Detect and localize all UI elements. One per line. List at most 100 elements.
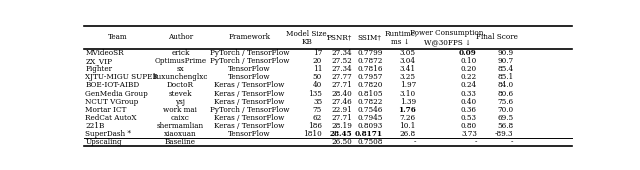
Text: sx: sx [177,65,184,73]
Text: 0.7872: 0.7872 [357,57,383,65]
Text: 10.1: 10.1 [399,122,416,130]
Text: Power Consumption,
W@30FPS ↓: Power Consumption, W@30FPS ↓ [410,29,486,46]
Text: Baseline: Baseline [165,138,196,146]
Text: 186: 186 [308,122,322,130]
Text: 27.46: 27.46 [332,98,353,106]
Text: ysj: ysj [175,98,186,106]
Text: 56.8: 56.8 [497,122,513,130]
Text: 28.45: 28.45 [330,130,353,138]
Text: work mai: work mai [163,106,197,114]
Text: ZX_VIP: ZX_VIP [86,57,113,65]
Text: Runtime,
ms ↓: Runtime, ms ↓ [384,29,417,46]
Text: DoctoR: DoctoR [167,81,194,89]
Text: TensorFlow: TensorFlow [228,73,271,81]
Text: liuxunchenglxc: liuxunchenglxc [152,73,208,81]
Text: 1810: 1810 [303,130,322,138]
Text: 40: 40 [313,81,322,89]
Text: 3.05: 3.05 [400,49,416,57]
Text: -: - [511,138,513,146]
Text: Keras / TensorFlow: Keras / TensorFlow [214,81,285,89]
Text: PyTorch / TensorFlow: PyTorch / TensorFlow [210,106,289,114]
Text: Author: Author [168,33,193,41]
Text: 0.10: 0.10 [461,57,477,65]
Text: SuperDash *: SuperDash * [86,130,131,138]
Text: 0.7508: 0.7508 [357,138,383,146]
Text: 0.40: 0.40 [461,98,477,106]
Text: TensorFlow: TensorFlow [228,130,271,138]
Text: 0.7945: 0.7945 [357,114,383,122]
Text: 1.39: 1.39 [400,98,416,106]
Text: 0.8171: 0.8171 [355,130,383,138]
Text: -: - [413,138,416,146]
Text: 69.5: 69.5 [497,114,513,122]
Text: 17: 17 [313,49,322,57]
Text: 84.0: 84.0 [497,81,513,89]
Text: 0.20: 0.20 [461,65,477,73]
Text: 0.7822: 0.7822 [357,98,383,106]
Text: 3.41: 3.41 [400,65,416,73]
Text: 50: 50 [313,73,322,81]
Text: 85.4: 85.4 [497,65,513,73]
Text: 90.9: 90.9 [497,49,513,57]
Text: 80.6: 80.6 [497,90,513,98]
Text: erick: erick [171,49,189,57]
Text: PyTorch / TensorFlow: PyTorch / TensorFlow [210,57,289,65]
Text: -89.3: -89.3 [495,130,513,138]
Text: 11: 11 [312,65,322,73]
Text: 28.19: 28.19 [332,122,353,130]
Text: OptimusPrime: OptimusPrime [154,57,207,65]
Text: xiaoxuan: xiaoxuan [164,130,196,138]
Text: 0.7816: 0.7816 [357,65,383,73]
Text: 62: 62 [313,114,322,122]
Text: 27.34: 27.34 [332,49,353,57]
Text: 75.6: 75.6 [497,98,513,106]
Text: 0.09: 0.09 [459,49,477,57]
Text: 7.26: 7.26 [400,114,416,122]
Text: 221B: 221B [86,122,105,130]
Text: 0.7799: 0.7799 [357,49,383,57]
Text: 90.7: 90.7 [497,57,513,65]
Text: PSNR†: PSNR† [326,33,351,41]
Text: 27.71: 27.71 [332,114,353,122]
Text: Framework: Framework [228,33,271,41]
Text: 0.80: 0.80 [461,122,477,130]
Text: Final Score: Final Score [476,33,518,41]
Text: 20: 20 [313,57,322,65]
Text: BOE-IOT-AIBD: BOE-IOT-AIBD [86,81,140,89]
Text: 1.76: 1.76 [398,106,416,114]
Text: 0.8105: 0.8105 [357,90,383,98]
Text: 22.91: 22.91 [332,106,353,114]
Text: 0.7546: 0.7546 [357,106,383,114]
Text: 28.40: 28.40 [332,90,353,98]
Text: 0.36: 0.36 [461,106,477,114]
Text: 0.7957: 0.7957 [357,73,383,81]
Text: 0.22: 0.22 [461,73,477,81]
Text: 35: 35 [313,98,322,106]
Text: SSIM†: SSIM† [357,33,381,41]
Text: RedCat AutoX: RedCat AutoX [86,114,137,122]
Text: -: - [474,138,477,146]
Text: Mortar ICT: Mortar ICT [86,106,127,114]
Text: 3.73: 3.73 [461,130,477,138]
Text: 26.50: 26.50 [332,138,353,146]
Text: shermamlian: shermamlian [157,122,204,130]
Text: Upscaling: Upscaling [86,138,122,146]
Text: NCUT VGroup: NCUT VGroup [86,98,139,106]
Text: PyTorch / TensorFlow: PyTorch / TensorFlow [210,49,289,57]
Text: 3.10: 3.10 [400,90,416,98]
Text: caixc: caixc [171,114,190,122]
Text: Keras / TensorFlow: Keras / TensorFlow [214,90,285,98]
Text: Model Size,
KB: Model Size, KB [285,29,328,46]
Text: Keras / TensorFlow: Keras / TensorFlow [214,98,285,106]
Text: 3.04: 3.04 [400,57,416,65]
Text: Team: Team [108,33,128,41]
Text: Keras / TensorFlow: Keras / TensorFlow [214,114,285,122]
Text: 27.34: 27.34 [332,65,353,73]
Text: stevek: stevek [168,90,192,98]
Text: GenMedia Group: GenMedia Group [86,90,148,98]
Text: 27.52: 27.52 [332,57,353,65]
Text: Fighter: Fighter [86,65,113,73]
Text: 26.8: 26.8 [400,130,416,138]
Text: 135: 135 [308,90,322,98]
Text: 0.53: 0.53 [461,114,477,122]
